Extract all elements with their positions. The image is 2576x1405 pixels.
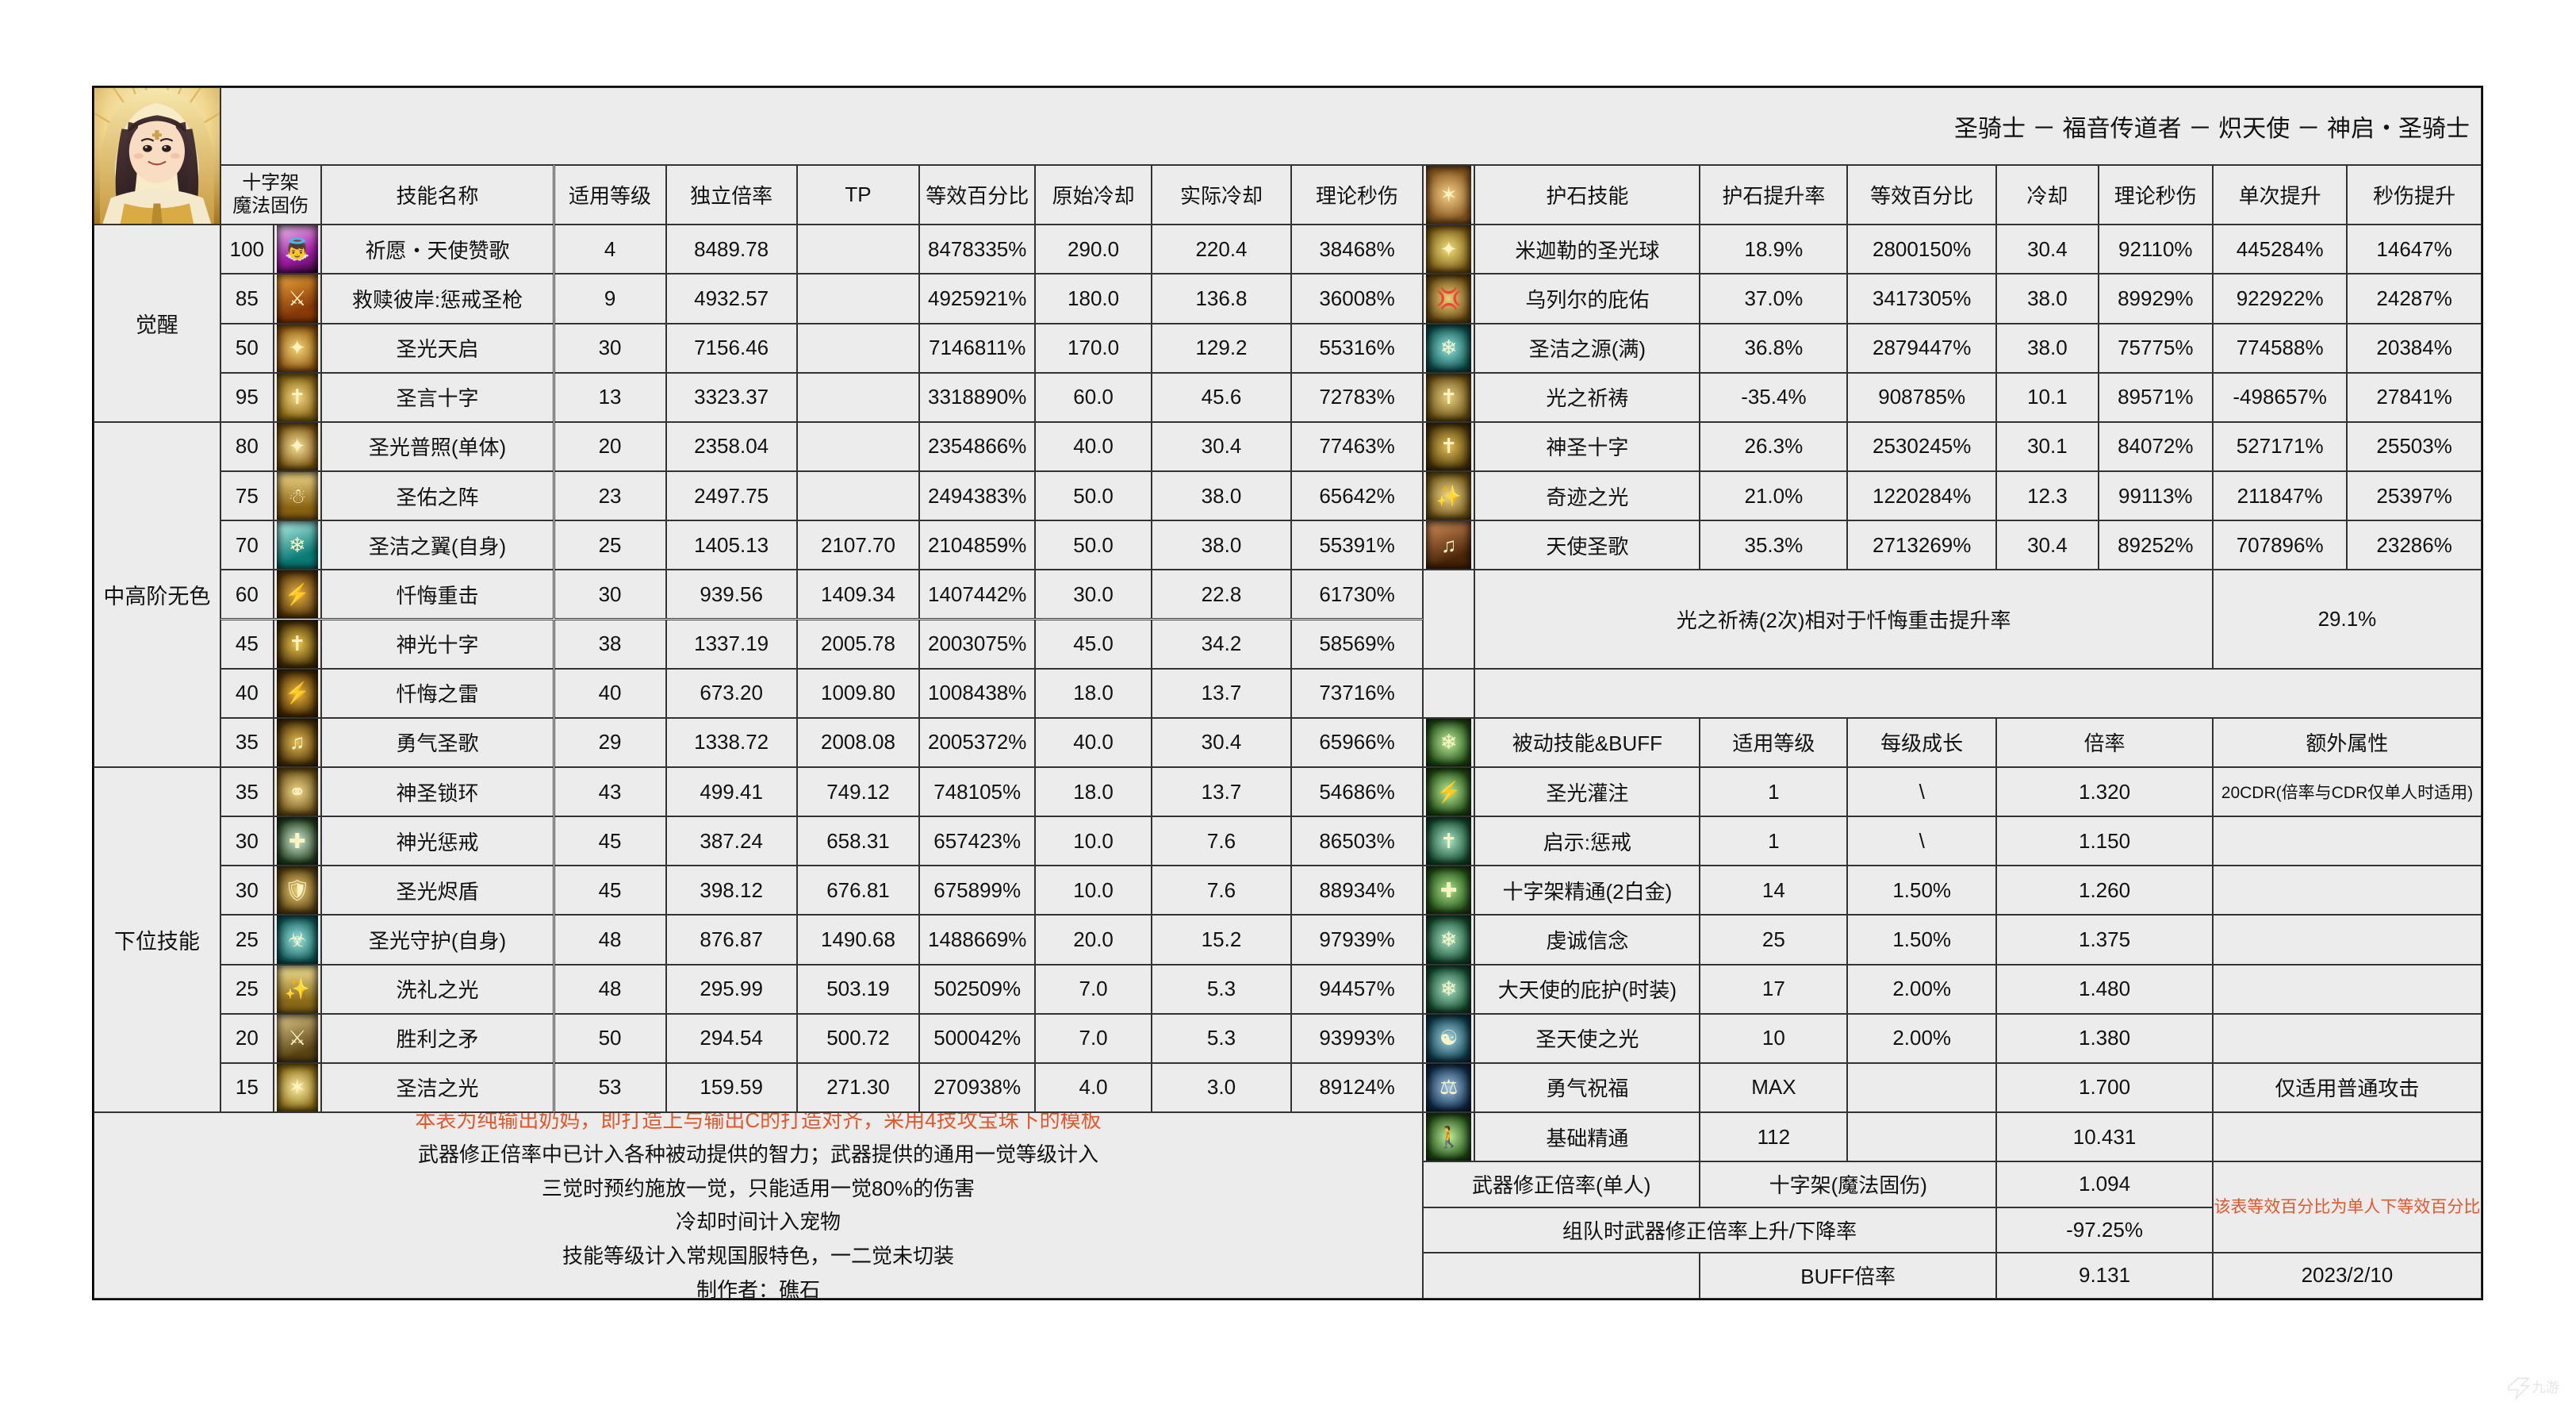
svg-text:九游: 九游 <box>2532 1380 2559 1395</box>
